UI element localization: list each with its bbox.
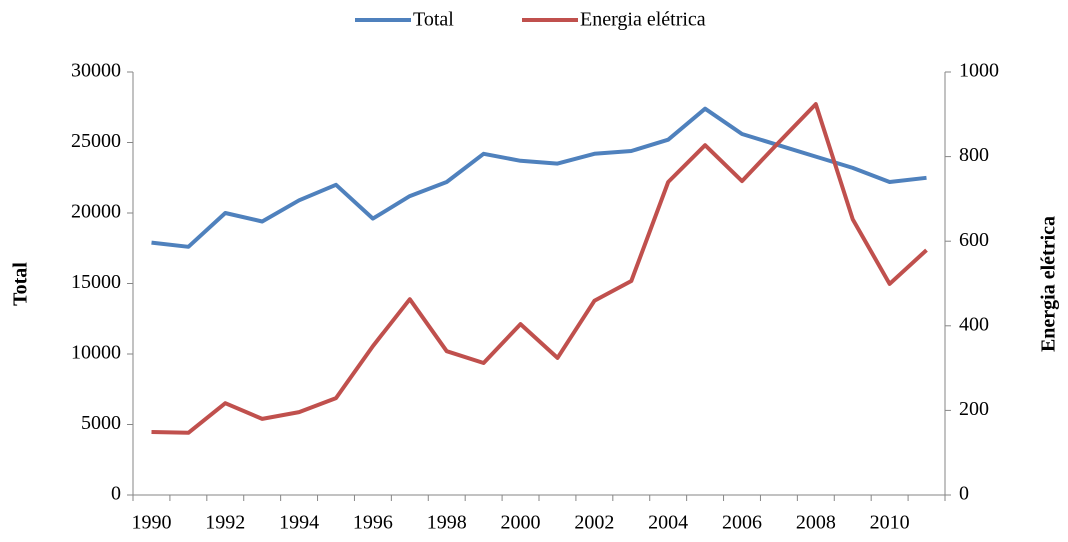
x-tick-label: 2008 bbox=[796, 512, 836, 534]
y-tick-label: 0 bbox=[111, 483, 121, 505]
x-tick-label: 1998 bbox=[427, 512, 467, 534]
y-tick-label: 20000 bbox=[71, 201, 121, 223]
legend-label: Energia elétrica bbox=[580, 9, 706, 31]
y-tick-label: 10000 bbox=[71, 342, 121, 364]
y-tick-label: 25000 bbox=[71, 130, 121, 152]
y2-tick-label: 600 bbox=[959, 229, 989, 251]
y-tick-label: 5000 bbox=[81, 412, 121, 434]
line-series bbox=[151, 102, 928, 435]
x-tick-label: 2004 bbox=[648, 512, 688, 534]
line-series bbox=[151, 106, 927, 249]
x-tick-label: 2000 bbox=[501, 512, 541, 534]
x-tick-label: 2010 bbox=[870, 512, 910, 534]
y2-tick-label: 800 bbox=[959, 144, 989, 166]
x-tick-label: 1990 bbox=[131, 512, 171, 534]
y2-tick-label: 0 bbox=[959, 483, 969, 505]
y2-tick-label: 1000 bbox=[959, 60, 999, 82]
y2-tick-label: 400 bbox=[959, 313, 989, 335]
y-tick-label: 30000 bbox=[71, 60, 121, 82]
y2-tick-label: 200 bbox=[959, 398, 989, 420]
y-tick-label: 15000 bbox=[71, 271, 121, 293]
x-tick-label: 2002 bbox=[574, 512, 614, 534]
x-tick-label: 2006 bbox=[722, 512, 762, 534]
x-tick-label: 1994 bbox=[279, 512, 319, 534]
y2-axis-title: Energia elétrica bbox=[1038, 216, 1060, 352]
x-tick-label: 1992 bbox=[205, 512, 245, 534]
y-axis-title: Total bbox=[10, 262, 32, 306]
x-tick-label: 1996 bbox=[353, 512, 393, 534]
legend-label: Total bbox=[413, 9, 454, 31]
